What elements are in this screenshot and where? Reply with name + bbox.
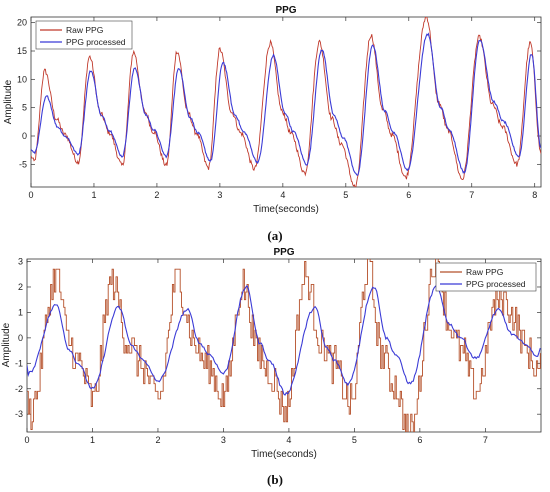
chart-panel-b: PPG Time(seconds) Amplitude (b) 0 1 2 3 4 5 6 7… — [1, 247, 542, 487]
series-lines-b — [27, 259, 541, 432]
series-line-ppg-processed — [31, 32, 541, 177]
y-tick-label: 10 — [17, 74, 27, 84]
x-axis-label-a: Time(seconds) — [253, 204, 319, 215]
axes-b: 0 1 2 3 4 5 6 7 -3 -2 -1 0 1 2 3 — [15, 257, 541, 445]
chart-title-a: PPG — [275, 5, 296, 16]
x-tick-label: 3 — [221, 435, 226, 445]
legend-a: Raw PPG PPG processed — [35, 20, 133, 50]
x-tick-label: 2 — [155, 435, 160, 445]
y-tick-label: -1 — [15, 358, 23, 368]
y-tick-label: 2 — [18, 282, 23, 292]
legend-label-processed-b: PPG processed — [466, 279, 526, 289]
x-tick-label: 6 — [406, 190, 411, 200]
y-tick-label: 15 — [17, 46, 27, 56]
caption-b: (b) — [267, 472, 283, 487]
x-tick-label: 4 — [286, 435, 291, 445]
x-axis-label-b: Time(seconds) — [251, 449, 317, 460]
x-tick-label: 1 — [91, 190, 96, 200]
chart-panel-a: PPG Time(seconds) Amplitude (a) 0 1 2 3 4 5 6 7… — [3, 5, 542, 243]
legend-label-raw-a: Raw PPG — [66, 25, 103, 35]
x-tick-label: 0 — [28, 190, 33, 200]
y-axis-label-a: Amplitude — [3, 79, 14, 124]
x-tick-label: 8 — [532, 190, 537, 200]
x-tick-label: 5 — [343, 190, 348, 200]
chart-title-b: PPG — [273, 247, 294, 258]
caption-a: (a) — [267, 228, 282, 243]
legend-b: Raw PPG PPG processed — [435, 262, 537, 292]
x-tick-label: 7 — [483, 435, 488, 445]
y-tick-label: 1 — [18, 307, 23, 317]
y-axis-label-b: Amplitude — [1, 322, 12, 367]
axes-a: 0 1 2 3 4 5 6 7 8 -5 0 5 10 15 20 — [17, 17, 541, 200]
x-tick-label: 0 — [24, 435, 29, 445]
y-tick-label: -3 — [15, 409, 23, 419]
legend-label-processed-a: PPG processed — [66, 37, 126, 47]
y-tick-label: 0 — [18, 333, 23, 343]
y-tick-label: 5 — [22, 103, 27, 113]
legend-label-raw-b: Raw PPG — [466, 267, 503, 277]
x-tick-label: 7 — [469, 190, 474, 200]
series-lines-a — [31, 17, 541, 187]
x-tick-label: 6 — [417, 435, 422, 445]
series-line-ppg-processed — [27, 284, 541, 396]
series-line-raw-ppg — [27, 259, 541, 432]
x-tick-label: 4 — [280, 190, 285, 200]
y-tick-label: 20 — [17, 18, 27, 28]
x-tick-label: 2 — [154, 190, 159, 200]
y-tick-label: 0 — [22, 131, 27, 141]
x-tick-label: 5 — [352, 435, 357, 445]
y-tick-label: -5 — [19, 159, 27, 169]
series-line-raw-ppg — [31, 17, 541, 187]
y-tick-label: 3 — [18, 257, 23, 267]
x-tick-label: 3 — [217, 190, 222, 200]
x-tick-label: 1 — [90, 435, 95, 445]
y-tick-label: -2 — [15, 384, 23, 394]
